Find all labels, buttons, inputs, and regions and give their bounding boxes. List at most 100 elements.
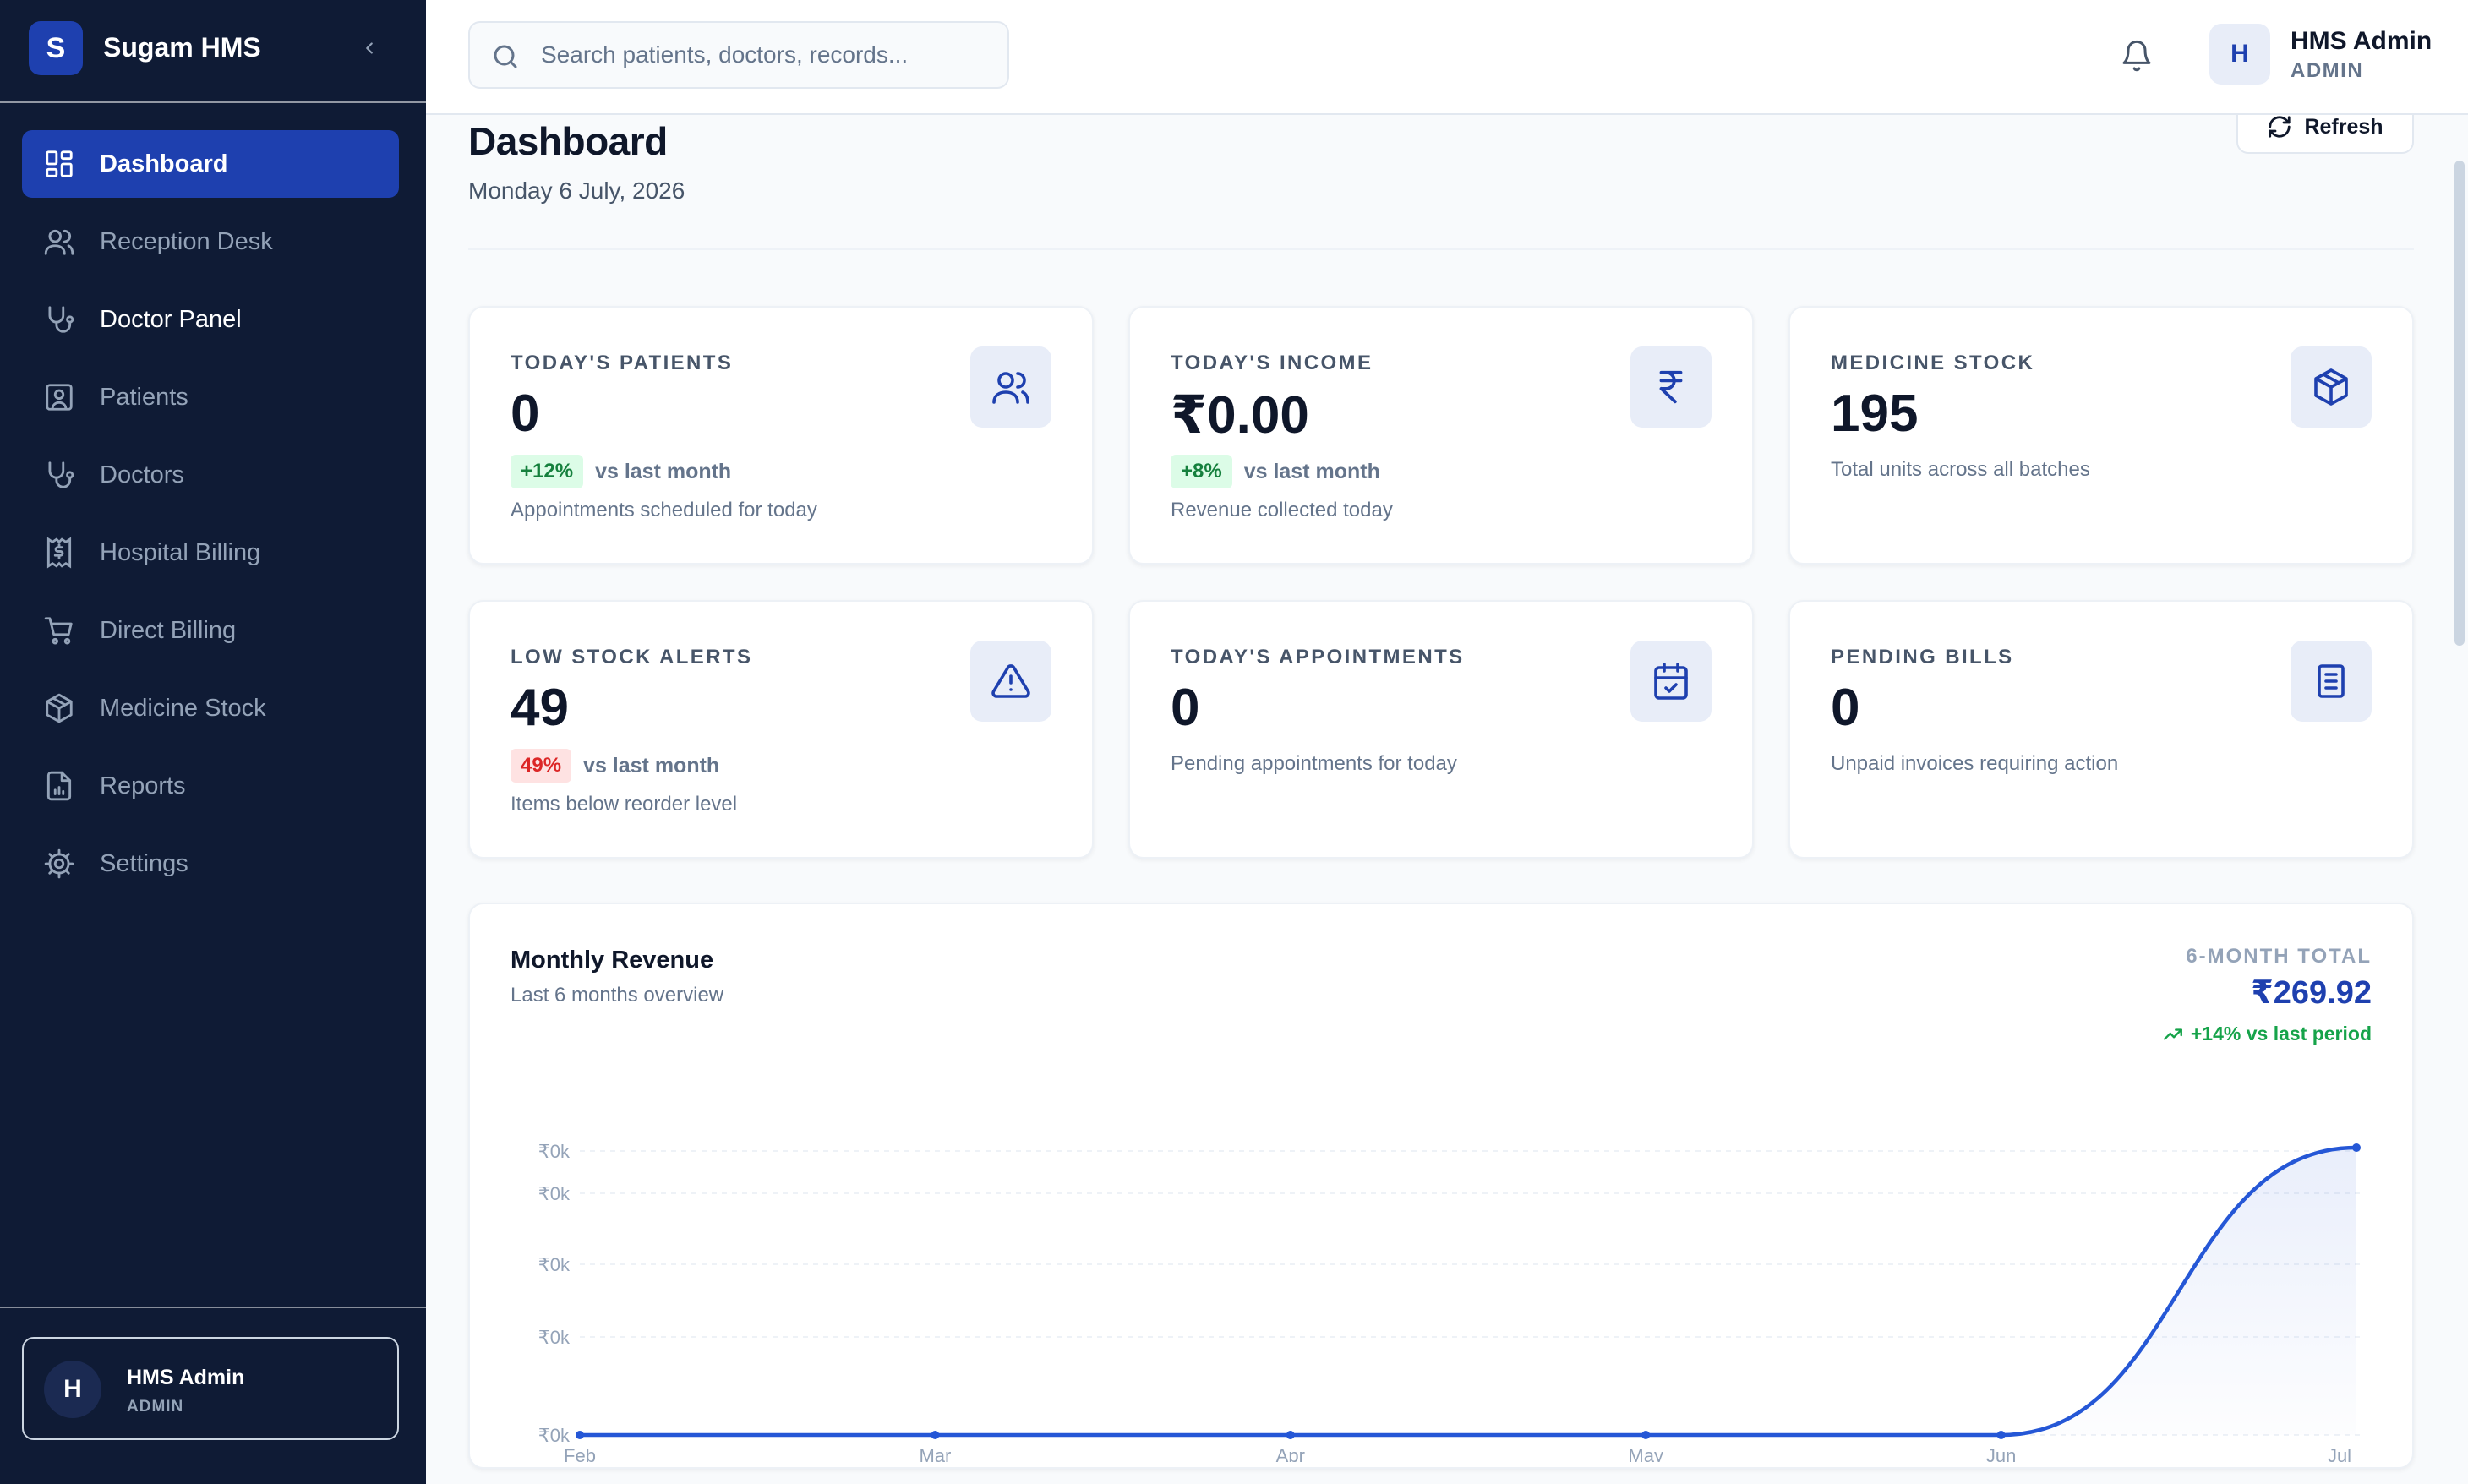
- sidebar-item-dashboard[interactable]: Dashboard: [22, 130, 399, 198]
- stat-trend: +12% vs last month: [511, 455, 731, 488]
- avatar: H: [44, 1361, 101, 1418]
- chart-subtitle: Last 6 months overview: [511, 984, 724, 1007]
- sidebar-item-doctor-panel[interactable]: Doctor Panel: [22, 286, 399, 353]
- trend-text: vs last month: [595, 459, 732, 483]
- trend-text: vs last month: [1243, 459, 1380, 483]
- top-header: H HMS Admin ADMIN: [426, 0, 2468, 115]
- brand-name: Sugam HMS: [103, 32, 261, 63]
- y-tick-label: ₹0k: [538, 1327, 571, 1348]
- data-point-apr: [1286, 1431, 1295, 1439]
- sidebar-item-label: Medicine Stock: [100, 694, 266, 722]
- stat-card-todays-appointments: TODAY'S APPOINTMENTS 0 Pending appointme…: [1128, 600, 1754, 859]
- stat-value: ₹0.00: [1171, 386, 1309, 445]
- stat-label: PENDING BILLS: [1831, 646, 2014, 668]
- x-tick-label: Feb: [564, 1445, 596, 1462]
- total-trend-text: +14% vs last period: [2190, 1023, 2372, 1045]
- users-icon: [970, 346, 1051, 428]
- refresh-icon: [2269, 116, 2291, 138]
- data-point-may: [1641, 1431, 1651, 1439]
- trend-badge: 49%: [511, 749, 572, 783]
- y-tick-label: ₹0k: [538, 1425, 571, 1446]
- stat-card-low-stock-alerts: LOW STOCK ALERTS 49 49% vs last month It…: [468, 600, 1094, 859]
- total-value: ₹269.92: [2251, 975, 2372, 1011]
- scrollbar[interactable]: [2454, 161, 2465, 646]
- data-point-mar: [931, 1431, 940, 1439]
- stat-label: TODAY'S APPOINTMENTS: [1171, 646, 1465, 668]
- data-point-jul: [2352, 1143, 2361, 1152]
- avatar[interactable]: H: [2209, 24, 2270, 85]
- rupee-icon: [1630, 346, 1712, 428]
- search-icon: [494, 45, 517, 68]
- package-icon: [42, 691, 76, 725]
- gear-icon: [42, 847, 76, 881]
- stethoscope-icon: [42, 303, 76, 336]
- sidebar-item-reports[interactable]: Reports: [22, 752, 399, 820]
- notifications-button[interactable]: [2116, 35, 2157, 76]
- sidebar-item-medicine-stock[interactable]: Medicine Stock: [22, 674, 399, 742]
- data-point-jun: [1996, 1431, 2006, 1439]
- y-tick-label: ₹0k: [538, 1183, 571, 1204]
- sidebar-item-label: Settings: [100, 849, 188, 877]
- data-point-feb: [576, 1431, 584, 1439]
- x-tick-label: Jun: [1986, 1445, 2016, 1462]
- y-tick-label: ₹0k: [538, 1141, 571, 1162]
- alert-triangle-icon: [970, 641, 1051, 722]
- stat-subtitle: Appointments scheduled for today: [511, 499, 817, 521]
- sidebar-item-reception-desk[interactable]: Reception Desk: [22, 208, 399, 276]
- chart-title: Monthly Revenue: [511, 947, 714, 974]
- grid-icon: [42, 147, 76, 181]
- header-user-role: ADMIN: [2291, 59, 2364, 82]
- sidebar-user-card[interactable]: H HMS Admin ADMIN: [22, 1337, 399, 1440]
- search-box[interactable]: [468, 21, 1009, 89]
- sidebar-item-settings[interactable]: Settings: [22, 830, 399, 897]
- cart-icon: [42, 614, 76, 647]
- stat-trend: 49% vs last month: [511, 749, 719, 783]
- calendar-check-icon: [1630, 641, 1712, 722]
- stat-subtitle: Revenue collected today: [1171, 499, 1393, 521]
- revenue-area: [580, 1148, 2356, 1435]
- collapse-sidebar-button[interactable]: [355, 31, 384, 65]
- sidebar: S Sugam HMS Dashboard Reception Desk Doc…: [0, 0, 426, 1484]
- clipboard-icon: [2291, 641, 2372, 722]
- brand: S Sugam HMS: [0, 0, 426, 103]
- sidebar-item-label: Doctors: [100, 461, 184, 488]
- trending-up-icon: [2163, 1028, 2182, 1040]
- refresh-label: Refresh: [2304, 114, 2383, 139]
- sidebar-item-label: Patients: [100, 383, 188, 411]
- x-tick-label: Jul: [2328, 1445, 2351, 1462]
- sidebar-item-direct-billing[interactable]: Direct Billing: [22, 597, 399, 664]
- stat-subtitle: Pending appointments for today: [1171, 752, 1457, 775]
- sidebar-item-label: Reception Desk: [100, 227, 273, 255]
- sidebar-item-patients[interactable]: Patients: [22, 363, 399, 431]
- stat-value: 0: [511, 385, 540, 443]
- trend-badge: +8%: [1171, 455, 1232, 488]
- bell-icon: [2122, 40, 2151, 72]
- total-trend: +14% vs last period: [2162, 1023, 2372, 1045]
- sidebar-item-label: Doctor Panel: [100, 305, 242, 333]
- report-icon: [42, 769, 76, 803]
- stat-card-todays-patients: TODAY'S PATIENTS 0 +12% vs last month Ap…: [468, 306, 1094, 565]
- stat-subtitle: Unpaid invoices requiring action: [1831, 752, 2119, 775]
- chevron-left-icon: [366, 42, 373, 54]
- stat-card-medicine-stock: MEDICINE STOCK 195 Total units across al…: [1788, 306, 2414, 565]
- stat-value: 195: [1831, 385, 1919, 443]
- stat-label: LOW STOCK ALERTS: [511, 646, 753, 668]
- sidebar-item-hospital-billing[interactable]: Hospital Billing: [22, 519, 399, 587]
- sidebar-item-label: Hospital Billing: [100, 538, 261, 566]
- divider: [468, 248, 2414, 250]
- header-user-name[interactable]: HMS Admin: [2291, 27, 2433, 55]
- stat-card-todays-income: TODAY'S INCOME ₹0.00 +8% vs last month R…: [1128, 306, 1754, 565]
- page-date: Monday 6 July, 2026: [468, 177, 685, 204]
- stat-label: MEDICINE STOCK: [1831, 352, 2035, 374]
- sidebar-nav: Dashboard Reception Desk Doctor Panel Pa…: [22, 130, 399, 908]
- search-input[interactable]: [541, 23, 997, 87]
- sidebar-item-doctors[interactable]: Doctors: [22, 441, 399, 509]
- sidebar-user-role: ADMIN: [127, 1398, 184, 1416]
- stat-subtitle: Items below reorder level: [511, 793, 738, 816]
- users-icon: [42, 225, 76, 259]
- user-square-icon: [42, 380, 76, 414]
- page-title: Dashboard: [468, 119, 668, 163]
- x-tick-label: Apr: [1276, 1445, 1305, 1462]
- stat-card-pending-bills: PENDING BILLS 0 Unpaid invoices requirin…: [1788, 600, 2414, 859]
- stat-value: 0: [1831, 679, 1860, 737]
